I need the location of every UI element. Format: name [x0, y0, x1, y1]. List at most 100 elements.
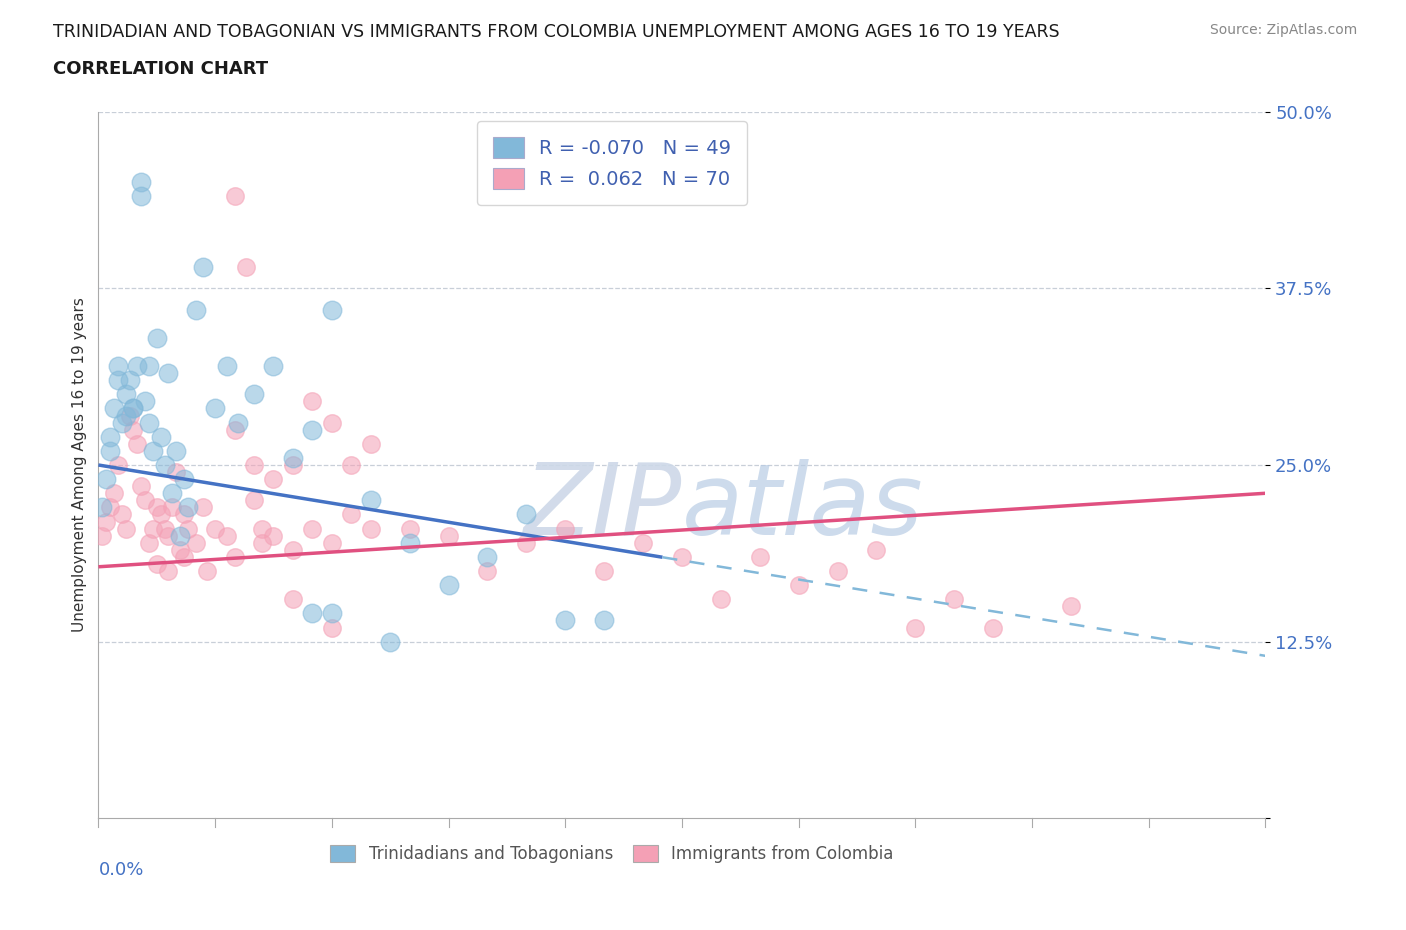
- Point: [138, 415, 160, 430]
- Point: [477, 564, 499, 578]
- Point: [91, 528, 114, 543]
- Point: [301, 394, 323, 409]
- Point: [96, 514, 118, 529]
- Point: [122, 422, 145, 437]
- Point: [710, 591, 733, 606]
- Point: [215, 528, 238, 543]
- Point: [235, 259, 257, 274]
- Point: [262, 472, 284, 486]
- Point: [250, 521, 273, 536]
- Point: [321, 606, 343, 621]
- Text: atlas: atlas: [682, 458, 924, 556]
- Point: [865, 542, 887, 557]
- Point: [827, 564, 849, 578]
- Point: [243, 387, 266, 402]
- Point: [98, 444, 121, 458]
- Point: [193, 259, 215, 274]
- Point: [184, 302, 207, 317]
- Point: [157, 564, 180, 578]
- Point: [943, 591, 966, 606]
- Point: [243, 458, 266, 472]
- Point: [437, 578, 460, 592]
- Point: [146, 500, 169, 515]
- Point: [380, 634, 402, 649]
- Point: [177, 521, 200, 536]
- Point: [165, 465, 187, 480]
- Point: [340, 458, 363, 472]
- Point: [122, 401, 145, 416]
- Point: [146, 330, 169, 345]
- Point: [149, 507, 172, 522]
- Point: [103, 401, 125, 416]
- Point: [173, 507, 195, 522]
- Point: [111, 415, 134, 430]
- Point: [321, 620, 343, 635]
- Point: [262, 359, 284, 374]
- Point: [98, 430, 121, 445]
- Text: TRINIDADIAN AND TOBAGONIAN VS IMMIGRANTS FROM COLOMBIA UNEMPLOYMENT AMONG AGES 1: TRINIDADIAN AND TOBAGONIAN VS IMMIGRANTS…: [53, 23, 1060, 41]
- Point: [153, 458, 176, 472]
- Point: [138, 536, 160, 551]
- Point: [91, 500, 114, 515]
- Point: [149, 430, 172, 445]
- Point: [127, 436, 149, 451]
- Point: [515, 507, 537, 522]
- Point: [122, 401, 145, 416]
- Point: [134, 394, 156, 409]
- Text: ZIP: ZIP: [523, 458, 682, 556]
- Point: [321, 302, 343, 317]
- Point: [193, 500, 215, 515]
- Point: [98, 500, 121, 515]
- Point: [671, 550, 693, 565]
- Point: [224, 422, 246, 437]
- Point: [321, 415, 343, 430]
- Point: [224, 189, 246, 204]
- Text: CORRELATION CHART: CORRELATION CHART: [53, 60, 269, 78]
- Point: [398, 521, 420, 536]
- Point: [593, 613, 616, 628]
- Point: [593, 564, 616, 578]
- Point: [262, 528, 284, 543]
- Point: [554, 521, 576, 536]
- Point: [165, 444, 187, 458]
- Point: [118, 408, 141, 423]
- Point: [118, 373, 141, 388]
- Point: [204, 521, 226, 536]
- Point: [107, 458, 129, 472]
- Point: [228, 415, 250, 430]
- Point: [107, 359, 129, 374]
- Point: [437, 528, 460, 543]
- Point: [321, 536, 343, 551]
- Point: [169, 542, 191, 557]
- Point: [114, 408, 136, 423]
- Point: [204, 401, 226, 416]
- Point: [129, 189, 152, 204]
- Point: [114, 387, 136, 402]
- Point: [250, 536, 273, 551]
- Point: [177, 500, 200, 515]
- Point: [301, 521, 323, 536]
- Point: [153, 521, 176, 536]
- Point: [162, 500, 184, 515]
- Point: [748, 550, 770, 565]
- Point: [142, 521, 165, 536]
- Point: [360, 493, 382, 508]
- Point: [138, 359, 160, 374]
- Point: [477, 550, 499, 565]
- Point: [184, 536, 207, 551]
- Point: [515, 536, 537, 551]
- Point: [142, 444, 165, 458]
- Text: Source: ZipAtlas.com: Source: ZipAtlas.com: [1209, 23, 1357, 37]
- Point: [243, 493, 266, 508]
- Legend: Trinidadians and Tobagonians, Immigrants from Colombia: Trinidadians and Tobagonians, Immigrants…: [323, 839, 900, 870]
- Point: [129, 175, 152, 190]
- Point: [107, 373, 129, 388]
- Point: [787, 578, 810, 592]
- Point: [134, 493, 156, 508]
- Point: [162, 485, 184, 500]
- Point: [301, 422, 323, 437]
- Point: [169, 528, 191, 543]
- Point: [340, 507, 363, 522]
- Point: [281, 458, 304, 472]
- Point: [157, 528, 180, 543]
